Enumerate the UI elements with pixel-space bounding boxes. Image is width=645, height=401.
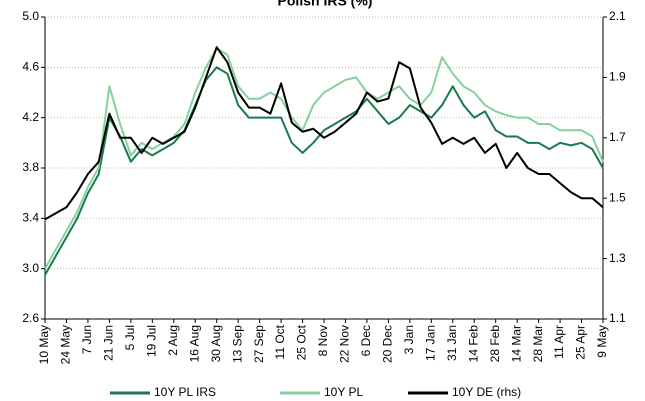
x-tick-label: 2 Aug — [166, 325, 180, 356]
y-tick-label: 2.6 — [22, 311, 39, 325]
x-tick-label: 5 Jul — [123, 325, 137, 350]
x-tick-label: 8 Nov — [316, 325, 330, 356]
x-tick-label: 25 Apr — [574, 325, 588, 360]
x-tick-label: 3 Jan — [402, 325, 416, 354]
x-tick-label: 6 Dec — [359, 325, 373, 356]
chart-title: Polish IRS (%) — [278, 0, 373, 9]
x-tick-label: 19 Jul — [144, 325, 158, 357]
x-tick-label: 20 Dec — [381, 325, 395, 363]
y-tick-label: 3.8 — [22, 160, 39, 174]
y2-tick-label: 1.1 — [609, 311, 626, 325]
x-tick-label: 9 May — [595, 325, 609, 358]
y2-tick-label: 1.7 — [609, 130, 626, 144]
series-line — [44, 66, 604, 276]
x-tick-label: 11 Oct — [273, 324, 287, 359]
y-tick-label: 3.4 — [22, 211, 39, 225]
x-tick-label: 28 Mar — [531, 325, 545, 362]
legend-label: 10Y PL IRS — [154, 385, 216, 399]
x-tick-label: 30 Aug — [209, 325, 223, 362]
y2-tick-label: 1.5 — [609, 190, 626, 204]
y2-tick-label: 1.9 — [609, 70, 626, 84]
x-tick-label: 27 Sep — [252, 325, 266, 363]
x-tick-label: 10 May — [37, 325, 51, 364]
x-tick-label: 24 May — [59, 325, 73, 364]
x-tick-label: 11 Apr — [552, 325, 566, 359]
y-tick-label: 3.0 — [22, 261, 39, 275]
x-tick-label: 14 Feb — [466, 325, 480, 363]
y-tick-label: 4.6 — [22, 60, 39, 74]
x-tick-label: 17 Jan — [423, 325, 437, 361]
x-tick-label: 16 Aug — [187, 325, 201, 362]
y2-tick-label: 1.3 — [609, 251, 626, 265]
x-tick-label: 7 Jun — [80, 325, 94, 354]
legend-label: 10Y PL — [324, 385, 363, 399]
y-tick-label: 4.2 — [22, 110, 39, 124]
legend-label: 10Y DE (rhs) — [452, 385, 521, 399]
x-tick-label: 25 Oct — [295, 324, 309, 360]
x-tick-label: 22 Nov — [338, 325, 352, 363]
series-line — [44, 46, 604, 221]
x-tick-label: 31 Jan — [445, 325, 459, 361]
y-tick-label: 5.0 — [22, 9, 39, 23]
x-tick-label: 13 Sep — [230, 325, 244, 363]
x-tick-label: 28 Feb — [488, 325, 502, 363]
y2-tick-label: 2.1 — [609, 9, 626, 23]
x-tick-label: 21 Jun — [102, 325, 116, 361]
x-tick-label: 14 Mar — [509, 325, 523, 362]
